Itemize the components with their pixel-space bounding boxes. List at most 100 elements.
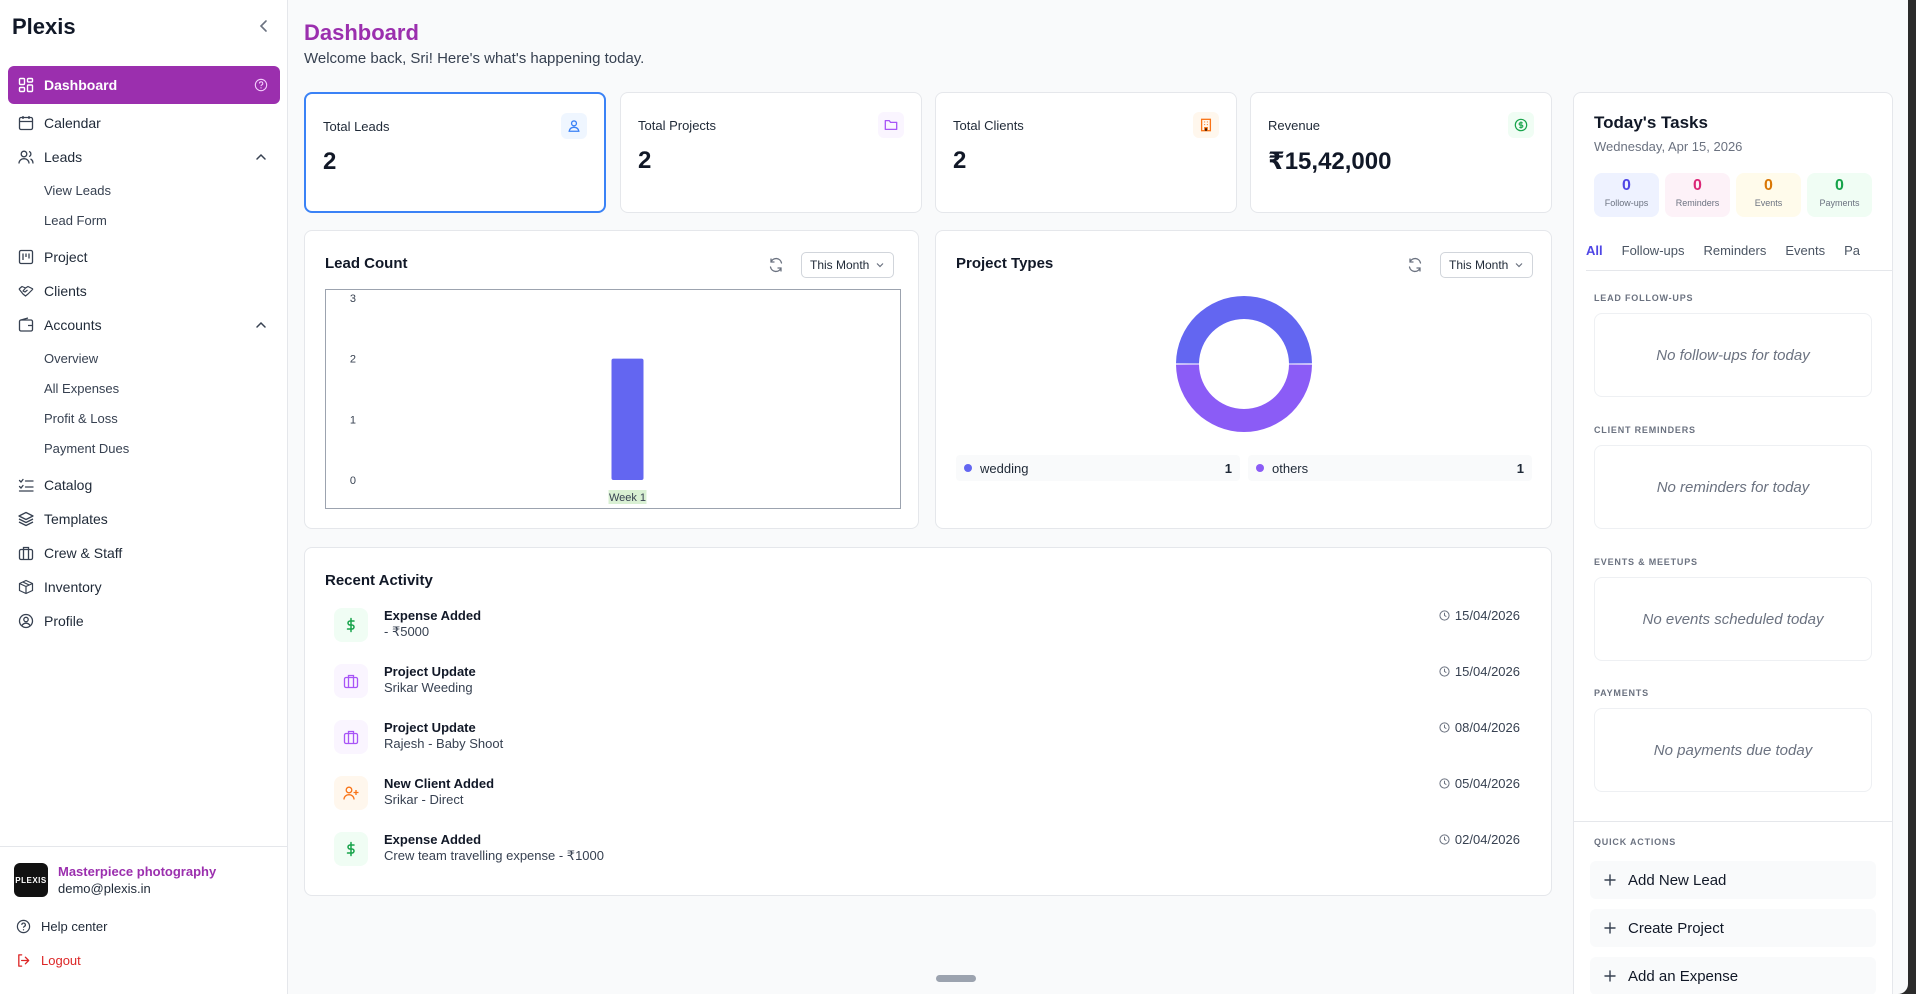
todays-tasks-panel: Today's Tasks Wednesday, Apr 15, 2026 0 … — [1573, 92, 1893, 994]
activity-title: Expense Added — [384, 608, 482, 623]
activity-date: 08/04/2026 — [1439, 720, 1520, 735]
sidebar-item-profit-loss[interactable]: Profit & Loss — [44, 411, 118, 426]
help-center-label: Help center — [41, 918, 108, 934]
user-icon — [561, 113, 587, 139]
activity-row[interactable]: Expense Added Crew team travelling expen… — [325, 830, 1530, 886]
y-tick-label: 3 — [350, 293, 356, 305]
activity-row[interactable]: Project Update Srikar Weeding 15/04/2026 — [325, 662, 1530, 718]
select-value: This Month — [1449, 258, 1509, 272]
kanban-icon — [18, 249, 34, 265]
refresh-icon[interactable] — [768, 257, 784, 273]
tasks-title: Today's Tasks — [1594, 113, 1708, 132]
task-counts: 0 Follow-ups 0 Reminders 0 Events 0 Payment… — [1594, 173, 1872, 217]
sidebar-item-profile[interactable]: Profile — [8, 604, 280, 638]
briefcase-icon — [18, 546, 34, 561]
activity-list: Expense Added - ₹5000 15/04/2026 Project… — [325, 606, 1530, 886]
stat-card-revenue[interactable]: Revenue ₹15,42,000 — [1250, 92, 1552, 213]
tab-pa[interactable]: Pa — [1844, 243, 1860, 258]
quick-action-button[interactable]: Create Project — [1590, 909, 1876, 947]
sidebar-item-leads[interactable]: Leads — [8, 140, 280, 174]
activity-date-text: 15/04/2026 — [1454, 664, 1520, 679]
bar[interactable] — [611, 358, 644, 480]
logout-icon — [18, 953, 30, 967]
empty-state: No follow-ups for today — [1594, 313, 1872, 397]
lead-count-period-select[interactable]: This Month — [801, 252, 895, 278]
task-count-follow-ups[interactable]: 0 Follow-ups — [1594, 173, 1659, 217]
stat-card-total-leads[interactable]: Total Leads 2 — [304, 92, 606, 213]
sidebar-item-inventory[interactable]: Inventory — [8, 570, 280, 604]
sidebar: Plexis Dashboard Calendar Leads View Lea… — [0, 0, 288, 994]
stat-value: 2 — [638, 147, 652, 174]
project-types-period-select[interactable]: This Month — [1440, 252, 1534, 278]
activity-date-text: 15/04/2026 — [1454, 608, 1520, 623]
stat-card-total-clients[interactable]: Total Clients 2 — [935, 92, 1237, 213]
help-circle-icon[interactable] — [254, 78, 268, 92]
clock-icon — [1439, 834, 1450, 845]
help-circle-icon — [16, 919, 31, 933]
empty-state: No payments due today — [1594, 708, 1872, 792]
sidebar-item-templates[interactable]: Templates — [8, 502, 280, 536]
sidebar-item-label: Project — [44, 249, 88, 265]
panel-title: Project Types — [956, 255, 1054, 272]
sidebar-item-dashboard[interactable]: Dashboard — [8, 66, 280, 104]
legend-label: others — [1272, 460, 1309, 476]
lead-count-panel: Lead Count This Month 0 1 2 3 Week 1 — [304, 230, 919, 529]
stat-card-total-projects[interactable]: Total Projects 2 — [620, 92, 922, 213]
task-count-reminders[interactable]: 0 Reminders — [1665, 173, 1730, 217]
legend-count: 1 — [1516, 460, 1524, 476]
count-label: Follow-ups — [1604, 198, 1649, 208]
sidebar-item-all-expenses[interactable]: All Expenses — [44, 381, 120, 396]
chevron-down-icon — [876, 263, 884, 268]
sidebar-item-clients[interactable]: Clients — [8, 274, 280, 308]
users-icon — [18, 150, 34, 164]
sidebar-item-calendar[interactable]: Calendar — [8, 106, 280, 140]
clock-icon — [1439, 666, 1450, 677]
tab-reminders[interactable]: Reminders — [1703, 243, 1767, 258]
activity-row[interactable]: Project Update Rajesh - Baby Shoot 08/04… — [325, 718, 1530, 774]
chevron-left-icon[interactable] — [256, 18, 272, 34]
sidebar-item-label: Catalog — [44, 477, 93, 493]
task-count-payments[interactable]: 0 Payments — [1807, 173, 1872, 217]
org-switcher[interactable]: PLEXIS Masterpiece photography demo@plex… — [0, 861, 287, 899]
refresh-icon[interactable] — [1407, 257, 1423, 273]
scroll-handle[interactable] — [936, 975, 976, 982]
activity-title: Project Update — [384, 664, 476, 679]
sidebar-item-view-leads[interactable]: View Leads — [44, 183, 111, 198]
sidebar-item-label: Inventory — [44, 579, 102, 595]
activity-date: 15/04/2026 — [1439, 608, 1520, 623]
tasks-date: Wednesday, Apr 15, 2026 — [1594, 139, 1743, 154]
pie-slice-wedding[interactable] — [1176, 296, 1312, 364]
sidebar-item-overview[interactable]: Overview — [44, 351, 99, 366]
sidebar-item-lead-form[interactable]: Lead Form — [44, 213, 107, 228]
sidebar-item-label: Crew & Staff — [44, 545, 123, 561]
count-label: Events — [1754, 198, 1783, 208]
folder-icon — [878, 112, 904, 138]
activity-row[interactable]: New Client Added Srikar - Direct 05/04/2… — [325, 774, 1530, 830]
tab-follow-ups[interactable]: Follow-ups — [1621, 243, 1685, 258]
sidebar-item-accounts[interactable]: Accounts — [8, 308, 280, 342]
stat-label: Total Clients — [953, 118, 1024, 133]
activity-date: 15/04/2026 — [1439, 664, 1520, 679]
activity-date-text: 02/04/2026 — [1454, 832, 1520, 847]
pie-slice-others[interactable] — [1176, 364, 1312, 432]
tab-all[interactable]: All — [1586, 243, 1603, 258]
count-number: 0 — [1693, 177, 1702, 194]
quick-action-label: Add an Expense — [1628, 967, 1739, 985]
tab-events[interactable]: Events — [1785, 243, 1826, 258]
quick-action-label: Add New Lead — [1628, 871, 1727, 889]
legend-item-others: others 1 — [1248, 455, 1532, 481]
briefcase-icon — [334, 720, 368, 754]
logout-button[interactable]: Logout — [0, 943, 287, 977]
sidebar-item-project[interactable]: Project — [8, 240, 280, 274]
quick-action-button[interactable]: Add New Lead — [1590, 861, 1876, 899]
sidebar-item-catalog[interactable]: Catalog — [8, 468, 280, 502]
quick-actions-label: QUICK ACTIONS — [1594, 837, 1677, 847]
sidebar-item-payment-dues[interactable]: Payment Dues — [44, 441, 130, 456]
sidebar-item-crew-staff[interactable]: Crew & Staff — [8, 536, 280, 570]
activity-row[interactable]: Expense Added - ₹5000 15/04/2026 — [325, 606, 1530, 662]
org-name: Masterpiece photography — [58, 864, 217, 879]
org-email: demo@plexis.in — [58, 881, 151, 896]
help-center-link[interactable]: Help center — [0, 909, 287, 943]
quick-action-button[interactable]: Add an Expense — [1590, 957, 1876, 994]
task-count-events[interactable]: 0 Events — [1736, 173, 1801, 217]
